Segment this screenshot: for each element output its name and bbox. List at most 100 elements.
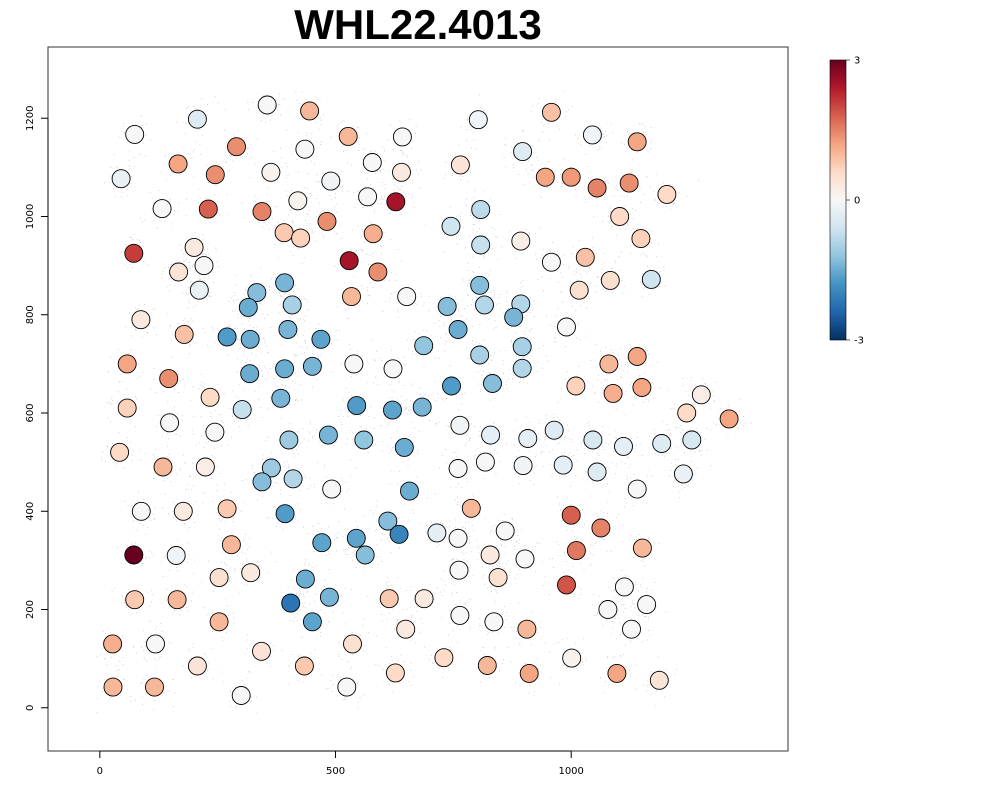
data-point — [311, 329, 331, 349]
data-point — [221, 535, 241, 555]
data-point — [603, 383, 623, 403]
data-point — [363, 224, 383, 244]
data-point — [386, 192, 406, 212]
data-point — [198, 199, 218, 219]
data-point — [282, 295, 302, 315]
data-point — [562, 648, 582, 668]
data-point — [195, 457, 215, 477]
data-point — [389, 524, 409, 544]
data-point — [631, 229, 651, 249]
data-point — [600, 270, 620, 290]
data-point — [167, 590, 187, 610]
data-point — [252, 472, 272, 492]
data-point — [125, 590, 145, 610]
data-point — [512, 358, 532, 378]
data-point — [587, 462, 607, 482]
data-point — [209, 612, 229, 632]
data-point — [569, 280, 589, 300]
data-point — [338, 126, 358, 146]
data-point — [561, 167, 581, 187]
data-point — [517, 619, 537, 639]
data-point — [587, 178, 607, 198]
data-point — [166, 546, 186, 565]
data-point — [450, 415, 470, 435]
data-point — [117, 398, 137, 418]
data-point — [414, 589, 434, 609]
data-point — [437, 296, 457, 316]
data-point — [519, 663, 539, 683]
y-axis: 0 200 400 600 800 1000 1200 — [25, 106, 49, 711]
y-tick-label: 200 — [25, 600, 36, 619]
data-point — [103, 677, 123, 697]
chart-title: WHL22.4013 — [294, 1, 541, 48]
data-point — [317, 211, 337, 231]
data-point — [511, 231, 531, 251]
data-point — [475, 452, 495, 472]
data-point — [362, 153, 382, 172]
data-point — [535, 167, 555, 187]
data-point — [281, 593, 301, 613]
y-tick-label: 1200 — [25, 106, 36, 131]
data-point — [217, 499, 237, 519]
data-point — [470, 345, 490, 365]
data-point — [205, 165, 225, 185]
data-point — [448, 528, 468, 548]
data-point — [614, 577, 634, 597]
data-point — [125, 124, 145, 144]
colorbar-tick-label: 0 — [854, 196, 860, 207]
colorbar: 3 0 -3 — [829, 56, 864, 347]
data-point — [319, 587, 339, 607]
y-tick-label: 800 — [25, 305, 36, 324]
data-point — [448, 459, 468, 478]
data-point — [627, 132, 647, 152]
data-point — [227, 137, 246, 157]
data-point — [111, 169, 131, 189]
data-point — [582, 125, 602, 145]
data-point — [434, 648, 454, 668]
data-point — [321, 171, 341, 191]
data-point — [591, 518, 611, 538]
data-point — [240, 364, 260, 384]
data-point — [541, 252, 561, 272]
data-point — [619, 173, 639, 193]
data-point — [231, 686, 251, 705]
data-point — [131, 501, 151, 521]
data-point — [238, 297, 258, 317]
background-cells — [96, 90, 752, 714]
data-point — [217, 327, 237, 347]
data-point — [110, 442, 130, 462]
data-point — [468, 110, 488, 130]
data-point — [145, 677, 164, 697]
data-point — [719, 409, 739, 429]
data-point — [541, 102, 561, 122]
data-point — [400, 481, 419, 501]
data-point — [322, 479, 342, 499]
colorbar-tick-label: -3 — [854, 336, 864, 347]
data-point — [448, 320, 468, 339]
data-point — [677, 403, 697, 423]
data-point — [194, 256, 214, 276]
data-point — [566, 541, 586, 561]
data-point — [346, 528, 366, 548]
data-point — [557, 575, 576, 595]
data-point — [598, 600, 618, 619]
data-point — [153, 457, 173, 477]
data-point — [481, 425, 501, 445]
data-point — [495, 521, 515, 541]
data-point — [358, 187, 378, 207]
data-point — [300, 101, 320, 121]
data-point — [103, 634, 123, 654]
data-point — [441, 216, 461, 236]
y-tick-label: 0 — [25, 705, 36, 711]
data-point — [173, 501, 193, 521]
data-point — [682, 430, 702, 450]
data-point — [302, 356, 322, 376]
data-point — [632, 378, 652, 397]
data-point — [168, 154, 188, 174]
x-tick-label: 0 — [97, 766, 103, 777]
data-point — [512, 337, 532, 357]
data-point — [385, 663, 405, 683]
data-point — [159, 369, 179, 389]
data-point — [657, 184, 677, 204]
